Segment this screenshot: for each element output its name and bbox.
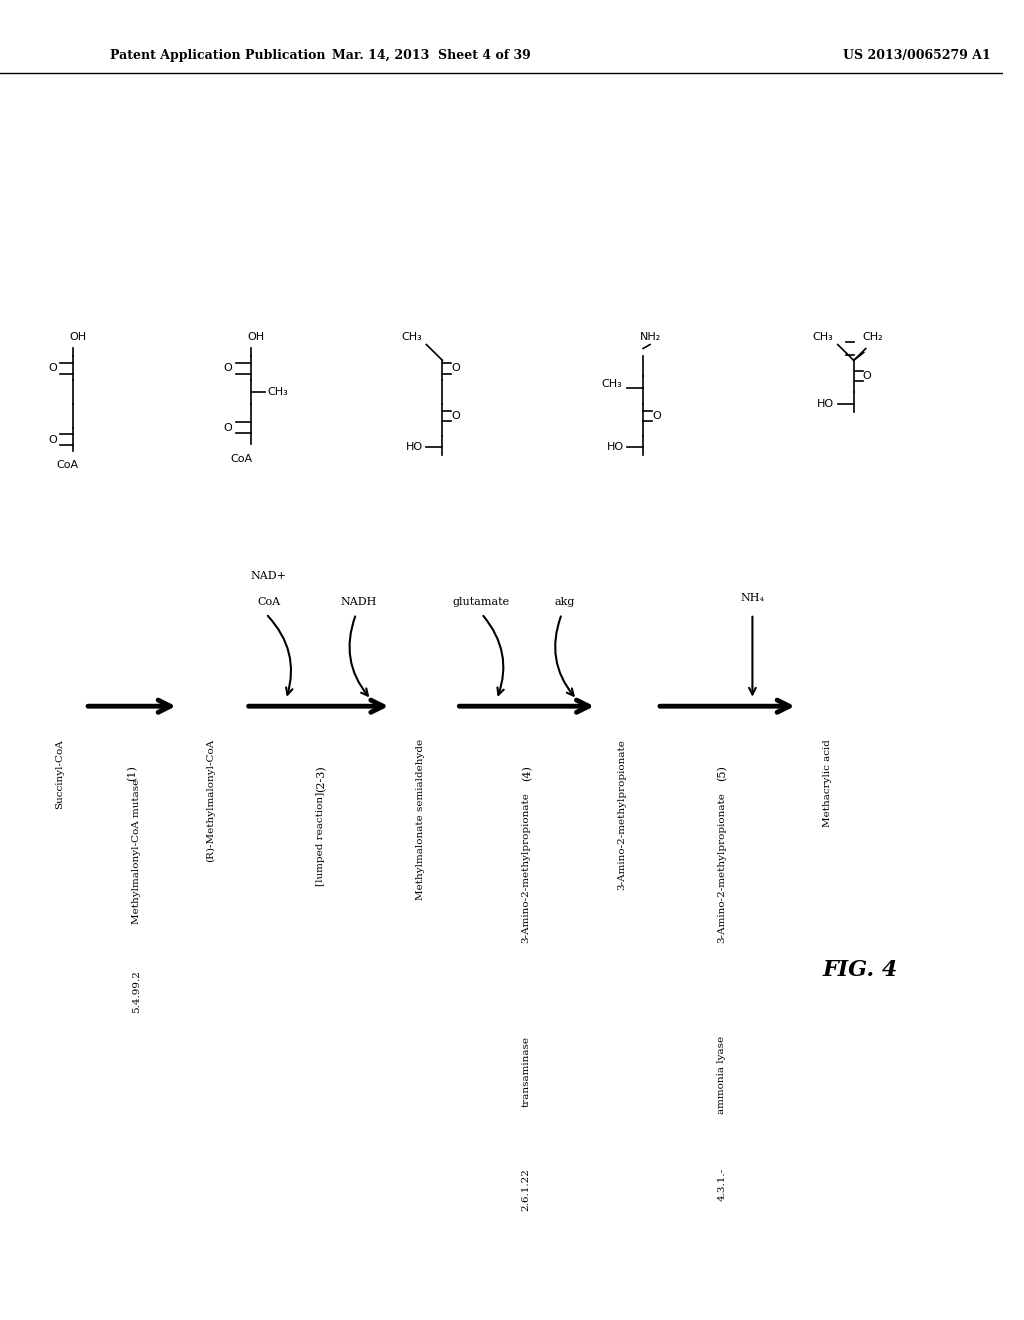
Text: 3-Amino-2-methylpropionate: 3-Amino-2-methylpropionate (617, 739, 626, 890)
Text: CH₂: CH₂ (863, 331, 884, 342)
Text: (1): (1) (127, 766, 137, 781)
Text: HO: HO (817, 399, 835, 409)
Text: CoA: CoA (230, 454, 253, 465)
Text: O: O (223, 422, 232, 433)
Text: Methacrylic acid: Methacrylic acid (822, 739, 831, 828)
Text: NH₂: NH₂ (639, 331, 660, 342)
Text: 3-Amino-2-methylpropionate: 3-Amino-2-methylpropionate (521, 792, 530, 942)
Text: O: O (223, 363, 232, 374)
Text: (5): (5) (717, 766, 728, 781)
Text: O: O (452, 363, 460, 374)
Text: [lumped reaction]: [lumped reaction] (316, 792, 325, 886)
Text: OH: OH (70, 331, 87, 342)
Text: CoA: CoA (257, 597, 281, 607)
Text: CH₃: CH₃ (401, 331, 422, 342)
Text: HO: HO (606, 442, 624, 453)
Text: Succinyl-CoA: Succinyl-CoA (55, 739, 65, 809)
Text: Methylmalonyl-CoA mutase: Methylmalonyl-CoA mutase (132, 779, 141, 924)
Text: Mar. 14, 2013  Sheet 4 of 39: Mar. 14, 2013 Sheet 4 of 39 (332, 49, 530, 62)
Text: OH: OH (247, 331, 264, 342)
Text: NAD+: NAD+ (251, 570, 287, 581)
Text: transaminase: transaminase (521, 1036, 530, 1107)
Text: FIG. 4: FIG. 4 (822, 960, 898, 981)
Text: Patent Application Publication: Patent Application Publication (111, 49, 326, 62)
Text: NADH: NADH (341, 597, 377, 607)
Text: US 2013/0065279 A1: US 2013/0065279 A1 (843, 49, 990, 62)
Text: O: O (452, 411, 460, 421)
Text: O: O (49, 363, 57, 374)
Text: 3-Amino-2-methylpropionate: 3-Amino-2-methylpropionate (717, 792, 726, 942)
Text: O: O (863, 371, 871, 381)
Text: CH₃: CH₃ (268, 387, 289, 397)
Text: 4.3.1.-: 4.3.1.- (717, 1168, 726, 1201)
Text: (4): (4) (521, 766, 532, 781)
Text: CH₃: CH₃ (601, 379, 623, 389)
Text: Methylmalonate semialdehyde: Methylmalonate semialdehyde (417, 739, 425, 900)
Text: O: O (49, 434, 57, 445)
Text: 5.4.99.2: 5.4.99.2 (132, 970, 141, 1012)
Text: (R)-Methylmalonyl-CoA: (R)-Methylmalonyl-CoA (206, 739, 215, 862)
Text: NH₄: NH₄ (740, 593, 765, 603)
Text: 2.6.1.22: 2.6.1.22 (521, 1168, 530, 1210)
Text: glutamate: glutamate (453, 597, 510, 607)
Text: akg: akg (555, 597, 575, 607)
Text: CoA: CoA (56, 461, 78, 470)
Text: ammonia lyase: ammonia lyase (717, 1036, 726, 1114)
Text: (2-3): (2-3) (316, 766, 327, 792)
Text: CH₃: CH₃ (812, 331, 833, 342)
Text: HO: HO (406, 442, 423, 453)
Text: O: O (652, 411, 660, 421)
